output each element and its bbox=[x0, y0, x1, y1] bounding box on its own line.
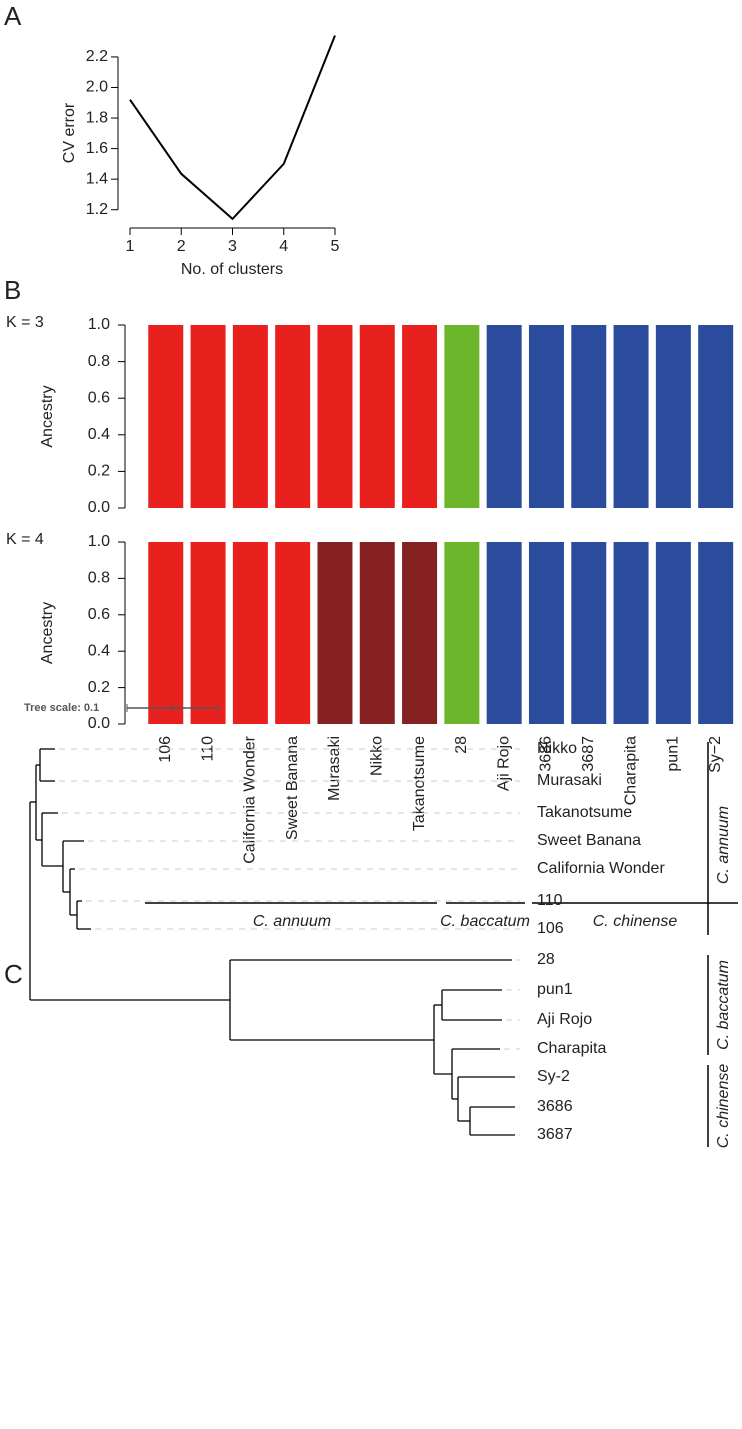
x-tick-label: Takanotsume bbox=[411, 736, 428, 831]
ancestry-bar bbox=[232, 325, 268, 508]
y-tick-label: 0.2 bbox=[88, 679, 110, 696]
ancestry-bar bbox=[571, 542, 607, 724]
leaf-label: Aji Rojo bbox=[537, 1011, 592, 1028]
x-tick-label: 2 bbox=[177, 238, 186, 255]
y-tick-label: 1.8 bbox=[86, 109, 108, 126]
y-tick-label: 1.0 bbox=[88, 533, 110, 550]
leaf-label: Sy-2 bbox=[537, 1068, 570, 1085]
x-tick-label: Murasaki bbox=[326, 736, 343, 801]
y-tick-label: 0.4 bbox=[88, 426, 110, 443]
y-tick-label: 1.0 bbox=[88, 316, 110, 333]
y-tick-label: 1.2 bbox=[86, 201, 108, 218]
y-axis-label: CV error bbox=[61, 102, 78, 163]
ancestry-bar bbox=[232, 542, 268, 724]
leaf-label: 3686 bbox=[537, 1098, 573, 1115]
ancestry-bar bbox=[317, 325, 353, 508]
x-tick-label: pun1 bbox=[665, 736, 682, 772]
x-tick-label: Aji Rojo bbox=[495, 736, 512, 791]
group-label: C. annuum bbox=[253, 913, 331, 930]
y-tick-label: 0.6 bbox=[88, 606, 110, 623]
ancestry-bar bbox=[444, 542, 480, 724]
ancestry-bar bbox=[613, 325, 649, 508]
ancestry-bar bbox=[528, 325, 564, 508]
ancestry-bar bbox=[190, 325, 226, 508]
tree-scale-label: Tree scale: 0.1 bbox=[24, 702, 99, 714]
panel-label: C bbox=[4, 959, 23, 989]
x-tick-label: 3687 bbox=[580, 736, 597, 772]
ancestry-bar bbox=[402, 542, 438, 724]
y-tick-label: 0.2 bbox=[88, 463, 110, 480]
leaf-label: Sweet Banana bbox=[537, 832, 641, 849]
k-label: K = 4 bbox=[6, 531, 44, 548]
leaf-label: Charapita bbox=[537, 1040, 606, 1057]
ancestry-bar bbox=[698, 542, 734, 724]
x-tick-label: 4 bbox=[279, 238, 288, 255]
ancestry-bar bbox=[655, 542, 691, 724]
ancestry-bar bbox=[317, 542, 353, 724]
y-tick-label: 0.8 bbox=[88, 570, 110, 587]
panel-label: A bbox=[4, 1, 22, 31]
group-label: C. chinense bbox=[593, 913, 678, 930]
y-tick-label: 0.4 bbox=[88, 642, 110, 659]
ancestry-bar bbox=[148, 542, 184, 724]
panel-label: B bbox=[4, 275, 21, 305]
leaf-label: 28 bbox=[537, 951, 555, 968]
x-tick-label: 3 bbox=[228, 238, 237, 255]
ancestry-bar bbox=[613, 542, 649, 724]
ancestry-bar bbox=[528, 542, 564, 724]
cv-line bbox=[129, 35, 336, 221]
ancestry-bar bbox=[486, 325, 522, 508]
ancestry-bar bbox=[359, 325, 395, 508]
ancestry-bar bbox=[275, 325, 311, 508]
x-tick-label: Sweet Banana bbox=[284, 736, 301, 840]
ancestry-bar bbox=[402, 325, 438, 508]
leaf-label: 3687 bbox=[537, 1126, 573, 1143]
x-tick-label: 1 bbox=[126, 238, 135, 255]
y-tick-label: 2.2 bbox=[86, 48, 108, 65]
y-tick-label: 1.4 bbox=[86, 170, 108, 187]
clade-label: C. annuum bbox=[715, 806, 732, 884]
y-tick-label: 0.8 bbox=[88, 353, 110, 370]
leaf-label: 110 bbox=[537, 892, 563, 909]
x-tick-label: 28 bbox=[453, 736, 470, 754]
clade-label: C. baccatum bbox=[715, 960, 732, 1050]
leaf-label: Nikko bbox=[537, 740, 577, 757]
ancestry-bar bbox=[444, 325, 480, 508]
ancestry-bar bbox=[571, 325, 607, 508]
y-tick-label: 0.0 bbox=[88, 499, 110, 516]
leaf-label: 106 bbox=[537, 920, 564, 937]
leaf-label: California Wonder bbox=[537, 860, 665, 877]
group-label: C. baccatum bbox=[440, 913, 530, 930]
ancestry-bar bbox=[698, 325, 734, 508]
x-tick-label: California Wonder bbox=[242, 735, 259, 863]
ancestry-bar bbox=[275, 542, 311, 724]
x-tick-label: Sy−2 bbox=[707, 736, 724, 773]
tree: Tree scale: 0.1 Nikko Murasaki Takanotsume S… bbox=[24, 702, 732, 1148]
clade-label: C. chinense bbox=[715, 1064, 732, 1149]
y-tick-label: 2.0 bbox=[86, 79, 108, 96]
leaf-label: pun1 bbox=[537, 981, 573, 998]
x-axis-label: No. of clusters bbox=[181, 261, 283, 278]
y-tick-label: 1.6 bbox=[86, 140, 108, 157]
y-axis-label: Ancestry bbox=[39, 602, 56, 664]
y-tick-label: 0.0 bbox=[88, 715, 110, 732]
k-label: K = 3 bbox=[6, 314, 44, 331]
x-tick-label: 3686 bbox=[538, 736, 555, 772]
x-tick-label: Nikko bbox=[368, 736, 385, 776]
y-axis-label: Ancestry bbox=[39, 385, 56, 447]
ancestry-bar bbox=[359, 542, 395, 724]
ancestry-bar bbox=[190, 542, 226, 724]
x-tick-label: Charapita bbox=[622, 736, 639, 805]
ancestry-bar bbox=[148, 325, 184, 508]
y-tick-label: 0.6 bbox=[88, 389, 110, 406]
x-tick-label: 106 bbox=[157, 736, 174, 763]
ancestry-bar bbox=[655, 325, 691, 508]
x-tick-label: 5 bbox=[331, 238, 340, 255]
leaf-label: Murasaki bbox=[537, 772, 602, 789]
leaf-label: Takanotsume bbox=[537, 804, 632, 821]
ancestry-bar bbox=[486, 542, 522, 724]
